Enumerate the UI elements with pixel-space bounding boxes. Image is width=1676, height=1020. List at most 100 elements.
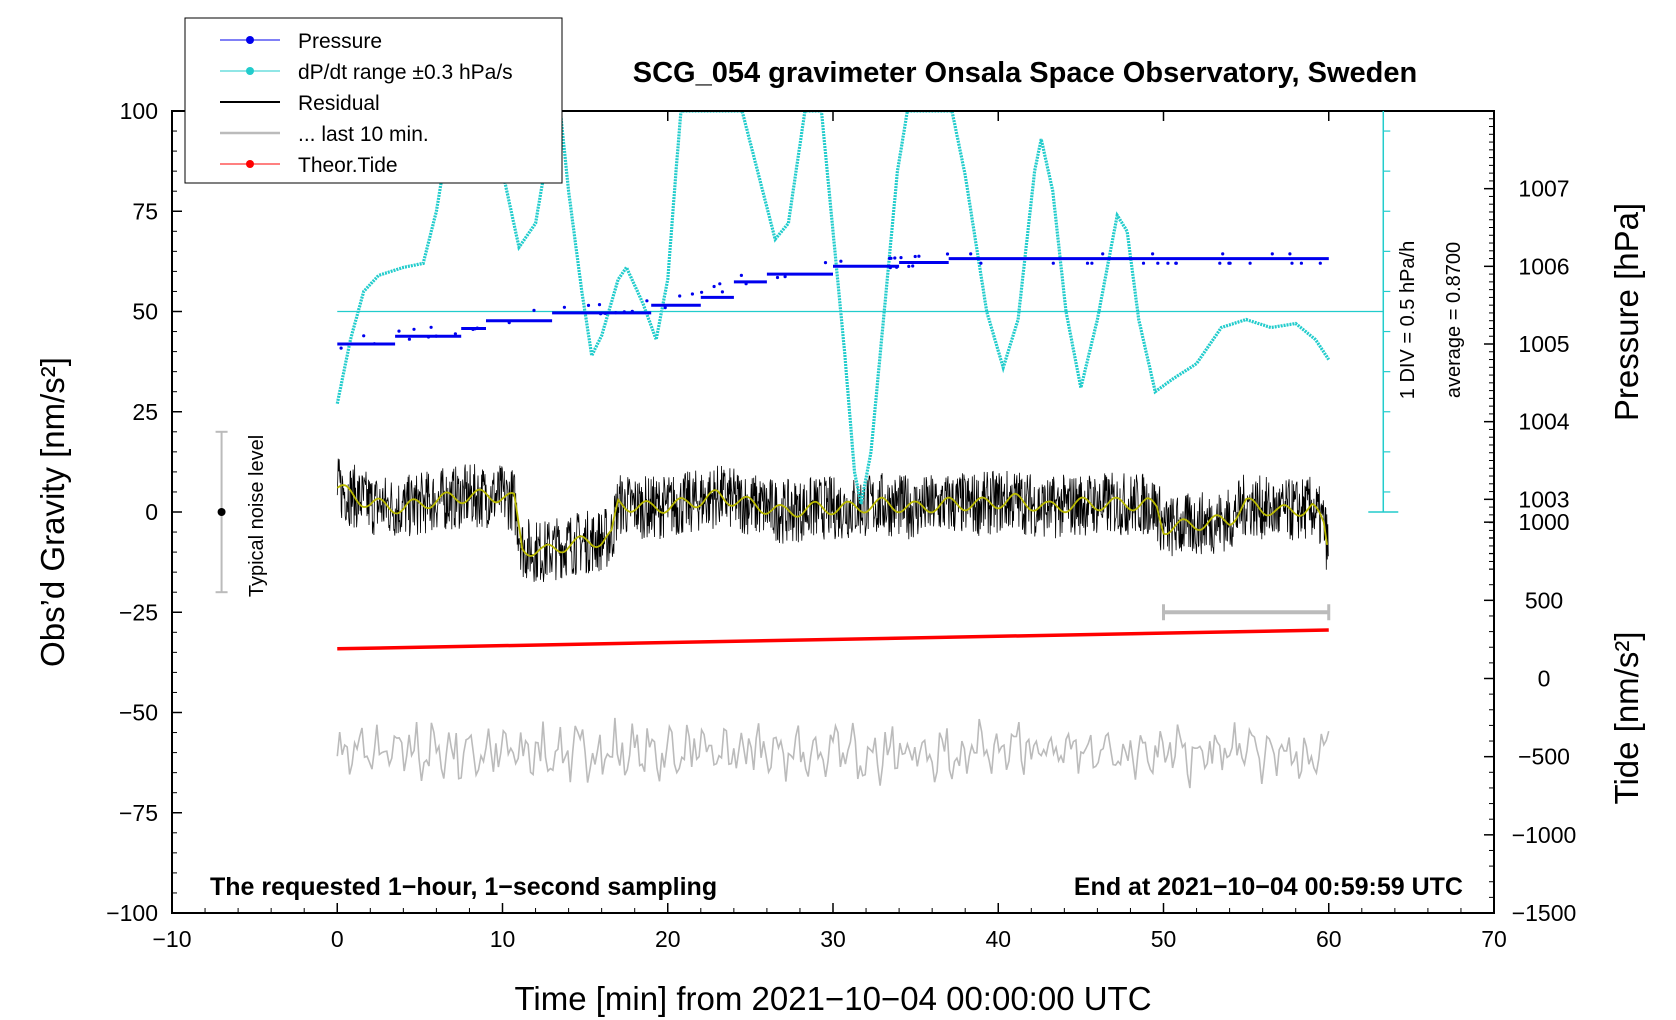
y-tick-label: 25	[132, 399, 158, 425]
pressure-point	[1174, 261, 1178, 265]
pressure-point	[453, 332, 457, 336]
pressure-point	[917, 254, 921, 258]
y-tick-label: −50	[119, 700, 158, 726]
legend-swatch-dot	[246, 160, 254, 168]
pressure-tick-label: 1005	[1518, 331, 1569, 357]
pressure-point	[1218, 261, 1222, 265]
legend-swatch-dot	[246, 36, 254, 44]
end-time-note: End at 2021−10−04 00:59:59 UTC	[1074, 873, 1463, 901]
pressure-point	[597, 303, 602, 307]
pressure-point	[622, 310, 626, 314]
theoretical-tide-line	[337, 628, 1329, 651]
pressure-point	[839, 259, 843, 263]
pressure-point	[1156, 261, 1160, 265]
pressure-point	[979, 261, 983, 265]
pressure-point	[700, 290, 704, 294]
pressure-point	[690, 292, 695, 296]
y-tick-label: 100	[120, 98, 158, 124]
legend-box	[184, 17, 563, 184]
series-layer	[335, 111, 1384, 789]
y-tick-label: 50	[132, 299, 158, 325]
pressure-point	[775, 275, 780, 280]
pressure-point	[969, 252, 973, 256]
pressure-point	[473, 327, 477, 331]
noise-bar-center	[217, 508, 226, 516]
y-axis-ticks: 100 75 50 25 0 −25 −50 −75 −100	[106, 98, 182, 926]
pressure-point	[1090, 261, 1094, 265]
y-axis-title-tide: Tide [nm/s²]	[1608, 632, 1645, 805]
pressure-axis-ticks: 1007 1006 1005 1004 1003	[1484, 118, 1570, 570]
tide-tick-label: 500	[1525, 587, 1563, 613]
pressure-point	[603, 311, 607, 315]
pressure-point	[678, 294, 682, 298]
pressure-point	[507, 321, 511, 325]
pressure-point	[1270, 252, 1274, 256]
x-axis-title: Time [min] from 2021−10−04 00:00:00 UTC	[514, 980, 1151, 1017]
chart-title: SCG_054 gravimeter Onsala Space Observat…	[633, 57, 1417, 89]
x-tick-label: 50	[1151, 926, 1177, 952]
pressure-tick-label: 1003	[1518, 486, 1569, 512]
pressure-point	[744, 282, 748, 286]
pressure-point	[614, 311, 618, 315]
pressure-point	[907, 264, 911, 268]
pressure-point	[407, 337, 411, 341]
pressure-point	[1166, 261, 1170, 265]
x-tick-label: 40	[985, 926, 1011, 952]
legend-label: dP/dt range ±0.3 hPa/s	[298, 61, 513, 84]
x-tick-label: 70	[1481, 926, 1507, 952]
pressure-point	[645, 299, 649, 303]
pressure-point	[562, 305, 567, 309]
pressure-point	[412, 327, 416, 331]
y-tick-label: 0	[145, 499, 158, 525]
tide-tick-label: −500	[1518, 744, 1570, 770]
tide-tick-label: 1000	[1518, 509, 1569, 535]
y-axis-title-left: Obs’d Gravity [nm/s²]	[34, 357, 71, 667]
pressure-point	[895, 265, 899, 269]
pressure-point	[913, 254, 917, 259]
y-tick-label: −75	[119, 800, 158, 826]
pressure-point	[718, 282, 722, 286]
pressure-point	[739, 273, 744, 277]
legend-label: Residual	[298, 92, 380, 115]
pressure-point	[1290, 261, 1294, 265]
pressure-point	[599, 312, 603, 316]
pressure-point	[893, 256, 897, 260]
pressure-point	[630, 309, 634, 313]
pressure-point	[372, 342, 376, 346]
noise-level-label: Typical noise level	[246, 435, 268, 597]
pressure-point	[1221, 252, 1225, 256]
legend-label: Theor.Tide	[298, 154, 398, 177]
tide-tick-label: −1500	[1512, 900, 1577, 926]
pressure-point	[434, 334, 438, 338]
y-tick-label: −100	[106, 900, 158, 926]
pressure-point	[1101, 252, 1105, 256]
pressure-tick-label: 1006	[1518, 253, 1569, 279]
pressure-tick-label: 1007	[1518, 176, 1569, 202]
pressure-point	[1151, 252, 1155, 256]
dpdt-division-scale	[1368, 111, 1399, 513]
legend-swatch-dot	[246, 67, 254, 75]
pressure-point	[1141, 261, 1146, 265]
pressure-point	[911, 264, 915, 268]
pressure-point	[899, 256, 903, 260]
average-label: average = 0.8700	[1443, 242, 1465, 398]
residual-line	[336, 458, 1329, 583]
legend: Pressure dP/dt range ±0.3 hPa/s Residual..…	[184, 17, 563, 184]
pressure-point	[339, 346, 343, 350]
pressure-point	[720, 290, 725, 294]
pressure-point	[426, 335, 431, 339]
y-tick-label: 75	[132, 198, 158, 224]
pressure-point	[362, 334, 366, 338]
x-tick-label: 60	[1316, 926, 1342, 952]
x-axis-ticks: −10 0 10 20 30 40 50 60 70	[152, 111, 1507, 952]
legend-label: Pressure	[298, 30, 382, 53]
pressure-point	[1085, 261, 1090, 265]
x-tick-label: −10	[152, 926, 191, 952]
pressure-point	[1227, 261, 1231, 265]
pressure-line	[337, 257, 1329, 346]
pressure-point	[889, 256, 893, 260]
pressure-point	[397, 329, 401, 333]
pressure-point	[1288, 252, 1292, 256]
x-tick-label: 10	[490, 926, 516, 952]
